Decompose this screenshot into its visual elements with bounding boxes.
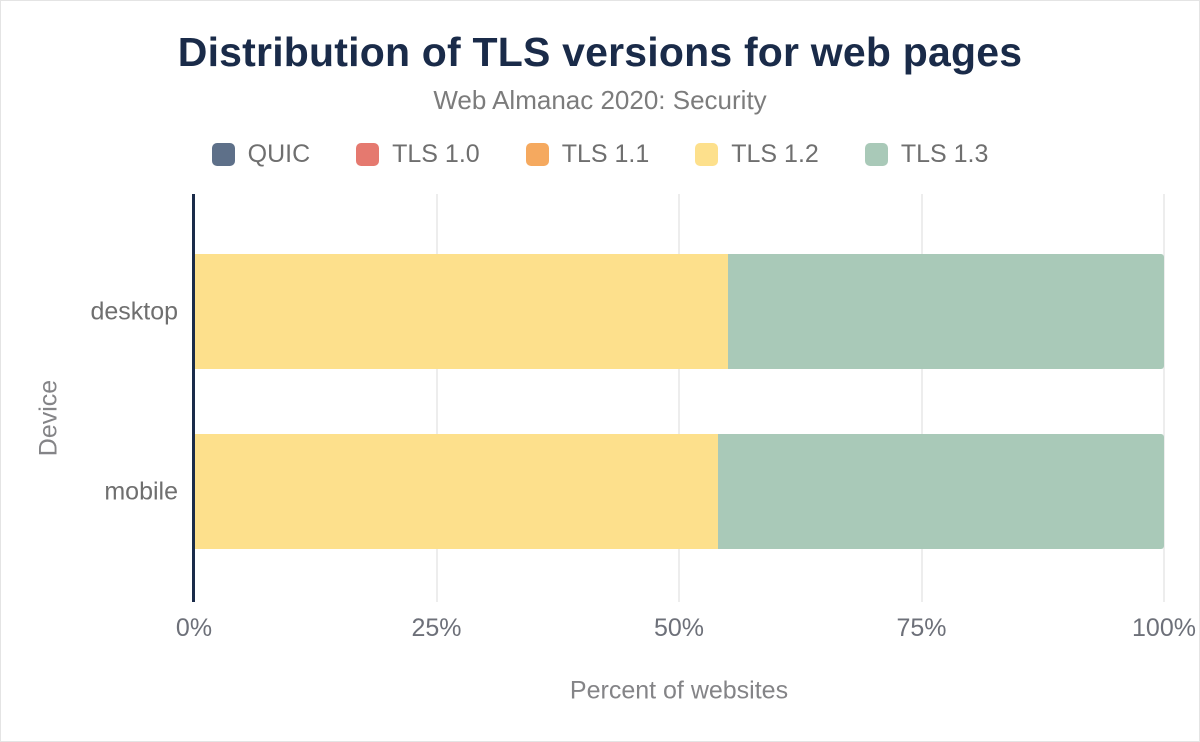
y-axis-title: Device [34,379,63,457]
chart-title: Distribution of TLS versions for web pag… [177,29,1023,75]
legend-item-tls-1-2[interactable]: TLS 1.2 [695,140,819,169]
x-tick-label-100: 100% [1132,614,1196,642]
bar-row-mobile [194,434,1164,549]
legend-item-tls-1-3[interactable]: TLS 1.3 [864,140,989,169]
legend-swatch-quic [211,143,235,166]
legend-swatch-tls-1-3 [864,143,888,166]
bar-segment-tls-1-3-desktop [727,254,1164,369]
x-tick-label-0: 0% [175,614,213,642]
bar-segment-tls-1-2-mobile [194,434,718,549]
chart-subtitle: Web Almanac 2020: Security [433,85,767,115]
legend-swatch-tls-1-1 [525,143,549,166]
legend-label-tls-1-0: TLS 1.0 [392,140,480,168]
legend-label-tls-1-3: TLS 1.3 [900,140,989,168]
gridline-100 [1163,194,1165,602]
legend-item-tls-1-1[interactable]: TLS 1.1 [525,140,650,169]
category-label-desktop: desktop [90,297,178,325]
gridline-25 [435,194,438,602]
legend-swatch-tls-1-2 [695,143,719,166]
plot-area: 0% 25% 50% 75% 100% desktop mobile [90,194,1196,642]
legend-label-quic: QUIC [247,140,311,168]
x-tick-label-50: 50% [653,614,705,642]
gridline-50 [678,194,680,602]
bar-row-desktop [194,254,1164,369]
legend: QUIC TLS 1.0 TLS 1.1 TLS 1.2 TLS 1.3 [1,140,1199,169]
category-label-mobile: mobile [104,477,178,505]
x-axis-title: Percent of websites [569,676,789,705]
y-axis-line [192,194,195,602]
x-tick-label-75: 75% [896,614,947,642]
legend-swatch-tls-1-0 [356,143,380,166]
bar-segment-tls-1-3-mobile [717,434,1164,549]
legend-item-tls-1-0[interactable]: TLS 1.0 [356,140,480,169]
legend-label-tls-1-2: TLS 1.2 [731,140,819,168]
gridline-75 [920,194,923,602]
bar-segment-tls-1-2-desktop [194,254,728,369]
legend-label-tls-1-1: TLS 1.1 [561,140,650,168]
legend-item-quic[interactable]: QUIC [211,140,311,169]
x-tick-label-25: 25% [411,614,462,642]
